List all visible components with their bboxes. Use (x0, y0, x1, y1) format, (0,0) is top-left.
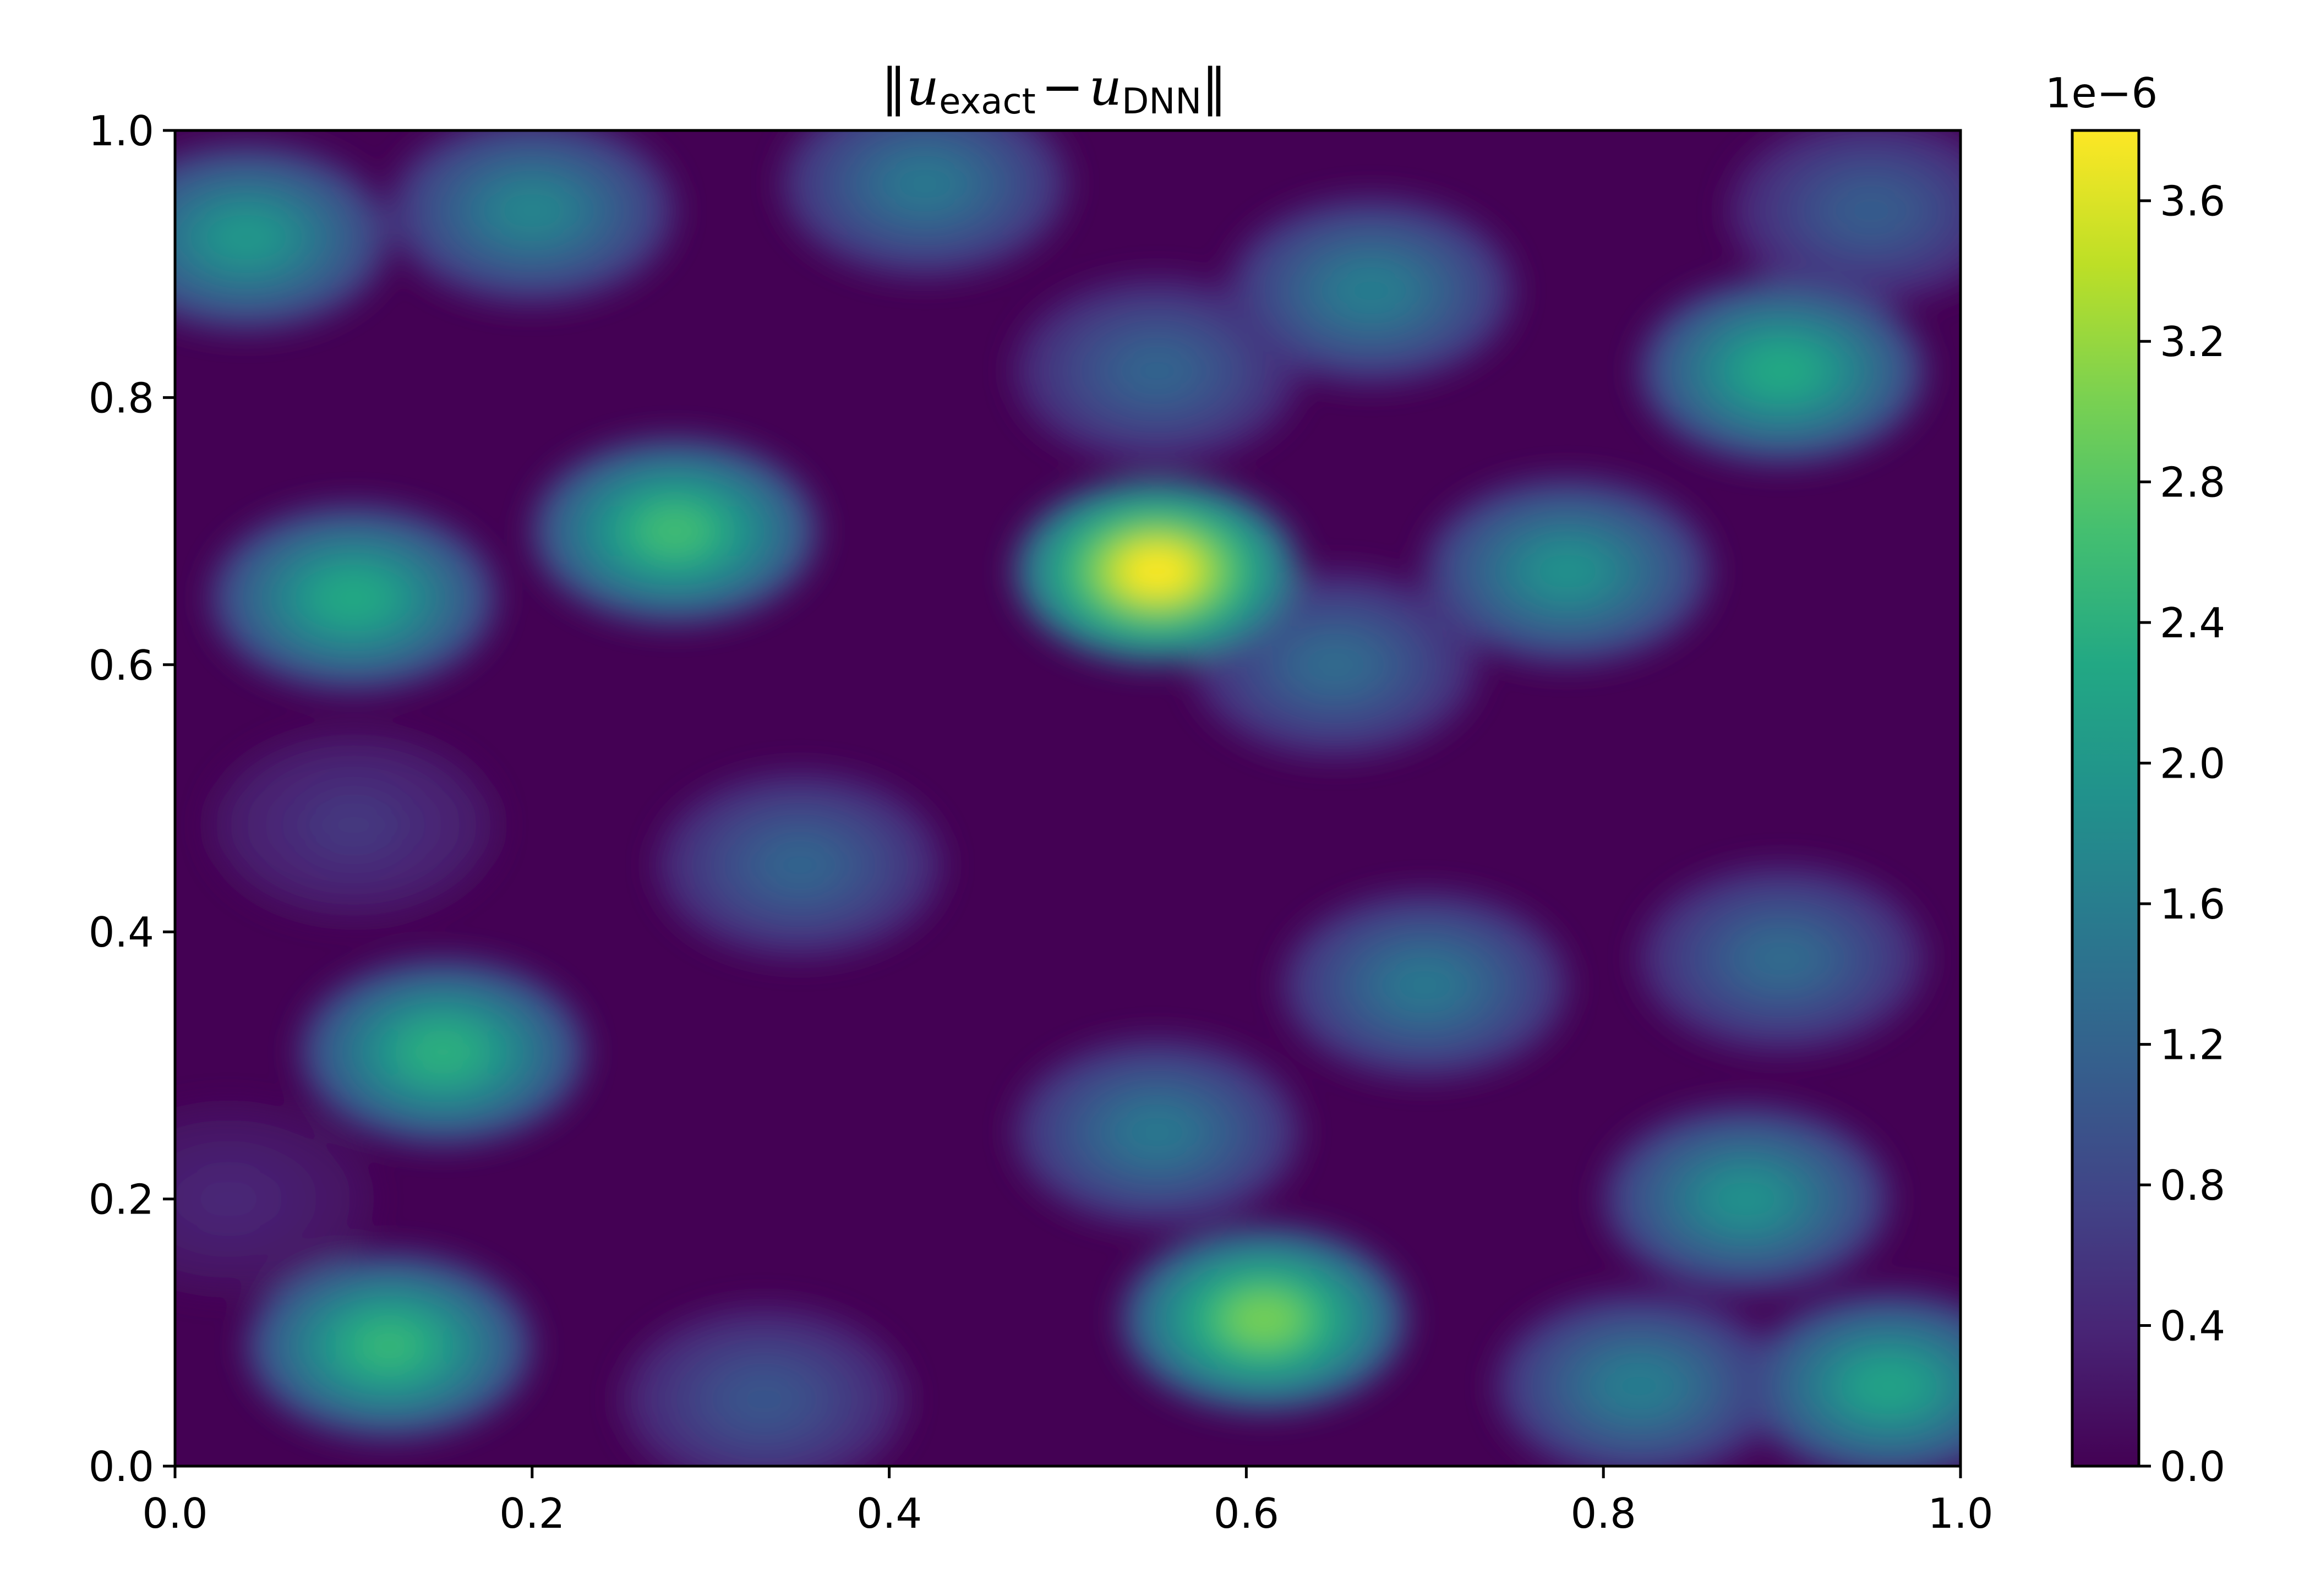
x-tick-label: 0.0 (142, 1489, 207, 1538)
heatmap-contour (1747, 348, 1817, 394)
plot-frame (173, 129, 1962, 1468)
heatmap-contour (354, 1323, 424, 1369)
colorbar-tick-label: 2.0 (2160, 740, 2225, 788)
heatmap-peak-22 (532, 438, 818, 625)
heatmap-peak-13 (389, 130, 675, 304)
heatmap-contour (319, 802, 389, 848)
colorbar-tick-label: 2.4 (2160, 599, 2225, 647)
heatmap-contour (1122, 548, 1192, 594)
colorbar-tick-label: 1.2 (2160, 1021, 2225, 1069)
heatmap-peak-6 (1639, 865, 1925, 1052)
colorbar-exponent-label: 1e−6 (2045, 69, 2158, 117)
heatmap-peak-3 (1728, 130, 1961, 304)
heatmap-peak-5 (657, 771, 943, 959)
y-tick-label: 0.4 (89, 908, 154, 956)
title-u-dnn: u (1089, 58, 1122, 117)
colorbar-tick-label: 0.0 (2160, 1442, 2225, 1491)
x-tick-label: 1.0 (1927, 1489, 1993, 1538)
heatmap-peak-18 (210, 504, 497, 692)
heatmap-contour (1122, 348, 1192, 394)
heatmap-peak-12 (1496, 1292, 1783, 1466)
heatmap-peak-7 (1192, 571, 1479, 758)
heatmap-peak-14 (1424, 477, 1711, 665)
heatmap-contour (640, 508, 710, 554)
x-tick-label: 0.4 (856, 1489, 922, 1538)
title-norm-close: ‖ (1202, 58, 1227, 117)
heatmap-peak-0 (175, 1105, 372, 1293)
colorbar-tick-label: 3.2 (2160, 318, 2225, 366)
heatmap-peak-23 (1121, 1226, 1407, 1413)
x-tick-label: 0.6 (1214, 1489, 1279, 1538)
colorbar (2071, 129, 2140, 1468)
heatmap-peak-8 (782, 130, 1068, 278)
colorbar-tick-label: 1.6 (2160, 880, 2225, 928)
heatmap-field (175, 130, 1961, 1466)
heatmap-peak-17 (1746, 1292, 1961, 1466)
colorbar-tick-label: 2.8 (2160, 458, 2225, 507)
heatmap-peak-19 (1639, 277, 1925, 464)
chart-title: ‖uexact − uDNN‖ (881, 58, 1227, 122)
heatmap-contour (1711, 1176, 1781, 1222)
title-minus: − (1041, 58, 1084, 117)
colorbar-tick-label: 0.8 (2160, 1161, 2225, 1210)
heatmap-peak-11 (1228, 197, 1515, 385)
x-tick-label: 0.8 (1571, 1489, 1636, 1538)
x-axis: 0.0 0.2 0.4 0.6 0.8 1.0 (142, 1466, 1994, 1538)
title-norm-open: ‖ (881, 58, 907, 117)
heatmap-contour (1854, 1363, 1924, 1409)
heatmap-contour (890, 161, 960, 207)
heatmap-peak-16 (175, 144, 390, 331)
heatmap-peak-2 (621, 1305, 908, 1466)
heatmap-peak-1 (210, 731, 497, 919)
heatmap-contour (1747, 936, 1817, 982)
y-tick-label: 0.0 (89, 1442, 154, 1491)
heatmap-contour (1122, 1109, 1192, 1155)
heatmap-contour (1604, 1363, 1674, 1409)
heatmap-peak-10 (1014, 1039, 1301, 1226)
title-u-exact: u (907, 58, 939, 117)
y-tick-label: 0.8 (89, 374, 154, 422)
heatmap-contour (1390, 962, 1460, 1008)
heatmap-peak-15 (1603, 1105, 1890, 1293)
heatmap-contour (194, 1176, 264, 1222)
y-tick-label: 0.6 (89, 641, 154, 690)
heatmap-peak-9 (1281, 892, 1568, 1079)
title-sub-dnn: DNN (1122, 81, 1202, 122)
x-tick-label: 0.2 (499, 1489, 565, 1538)
title-sub-exact: exact (939, 81, 1036, 122)
heatmap-peak-24 (1014, 477, 1301, 665)
heatmap-contour (1336, 267, 1406, 314)
heatmap-contour (1533, 548, 1603, 594)
heatmap-contour (497, 188, 567, 234)
heatmap-peak-20 (299, 958, 586, 1146)
heatmap-plot-area (175, 130, 1961, 1466)
heatmap-contour (408, 1029, 478, 1075)
heatmap-contour (1836, 188, 1906, 234)
heatmap-contour (1301, 642, 1370, 688)
colorbar-tick-label: 3.6 (2160, 177, 2225, 226)
y-tick-label: 0.2 (89, 1176, 154, 1224)
heatmap-peak-21 (246, 1252, 533, 1440)
heatmap-contour (729, 1376, 799, 1423)
colorbar-axis: 0.0 0.4 0.8 1.2 1.6 2.0 2.4 2.8 3.2 3.6 (2139, 177, 2225, 1491)
y-axis: 0.0 0.2 0.4 0.6 0.8 1.0 (89, 107, 175, 1491)
y-tick-label: 1.0 (89, 107, 154, 155)
heatmap-contour (765, 842, 835, 888)
heatmap-peak-4 (1014, 277, 1301, 464)
colorbar-tick-label: 0.4 (2160, 1302, 2225, 1351)
heatmap-contour (1229, 1296, 1299, 1342)
heatmap-contour (211, 214, 281, 260)
heatmap-contour (319, 575, 389, 621)
